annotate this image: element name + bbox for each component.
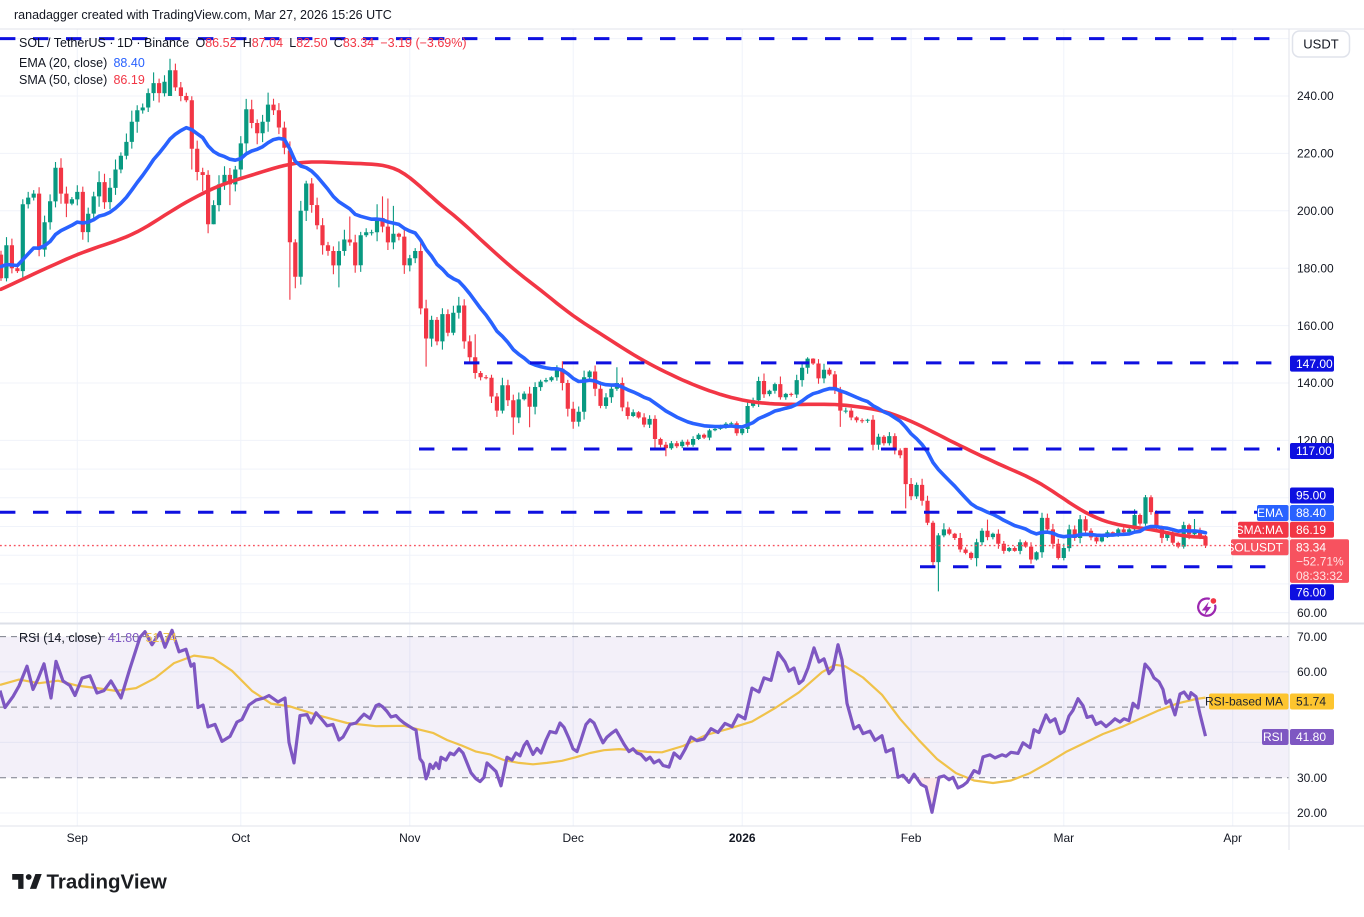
svg-text:SMA (50, close) 86.19: SMA (50, close) 86.19 — [19, 73, 145, 87]
svg-text:240.00: 240.00 — [1297, 89, 1334, 103]
svg-text:30.00: 30.00 — [1297, 771, 1327, 785]
svg-text:Mar: Mar — [1053, 831, 1074, 845]
svg-text:RSI (14, close) 41.80 51.74: RSI (14, close) 41.80 51.74 — [19, 631, 177, 645]
svg-text:USDT: USDT — [1303, 37, 1338, 52]
svg-text:20.00: 20.00 — [1297, 806, 1327, 820]
svg-text:EMA: EMA — [1257, 506, 1283, 520]
svg-text:41.80: 41.80 — [1296, 730, 1326, 744]
svg-text:86.19: 86.19 — [1296, 523, 1326, 537]
svg-text:117.00: 117.00 — [1296, 444, 1332, 458]
svg-text:Nov: Nov — [399, 831, 420, 845]
svg-text:76.00: 76.00 — [1296, 586, 1326, 600]
svg-text:70.00: 70.00 — [1297, 630, 1327, 644]
svg-text:TradingView: TradingView — [47, 871, 167, 894]
svg-text:Feb: Feb — [901, 831, 922, 845]
svg-text:Sep: Sep — [67, 831, 89, 845]
svg-text:08:33:32: 08:33:32 — [1296, 569, 1343, 583]
svg-text:200.00: 200.00 — [1297, 204, 1334, 218]
svg-text:SOLUSDT: SOLUSDT — [1226, 541, 1283, 555]
svg-text:RSI-based MA: RSI-based MA — [1205, 695, 1283, 709]
svg-text:88.40: 88.40 — [1296, 506, 1326, 520]
svg-text:Apr: Apr — [1223, 831, 1242, 845]
svg-text:−52.71%: −52.71% — [1296, 555, 1344, 569]
svg-text:60.00: 60.00 — [1297, 606, 1327, 620]
svg-text:83.34: 83.34 — [1296, 541, 1326, 555]
svg-text:140.00: 140.00 — [1297, 376, 1334, 390]
svg-text:EMA (20, close) 88.40: EMA (20, close) 88.40 — [19, 56, 145, 70]
svg-text:220.00: 220.00 — [1297, 147, 1334, 161]
svg-text:60.00: 60.00 — [1297, 665, 1327, 679]
svg-text:51.74: 51.74 — [1296, 695, 1326, 709]
svg-text:2026: 2026 — [729, 831, 756, 845]
svg-text:Oct: Oct — [231, 831, 250, 845]
svg-text:160.00: 160.00 — [1297, 319, 1334, 333]
svg-text:95.00: 95.00 — [1296, 489, 1326, 503]
svg-text:180.00: 180.00 — [1297, 261, 1334, 275]
svg-text:RSI: RSI — [1263, 730, 1283, 744]
svg-text:147.00: 147.00 — [1296, 357, 1333, 371]
svg-text:ranadagger created with Tradin: ranadagger created with TradingView.com,… — [14, 8, 392, 22]
svg-text:Dec: Dec — [563, 831, 584, 845]
svg-text:SOL / TetherUS · 1D · Binance: SOL / TetherUS · 1D · Binance O86.52 H87… — [19, 36, 467, 50]
svg-text:SMA:MA: SMA:MA — [1236, 523, 1283, 537]
